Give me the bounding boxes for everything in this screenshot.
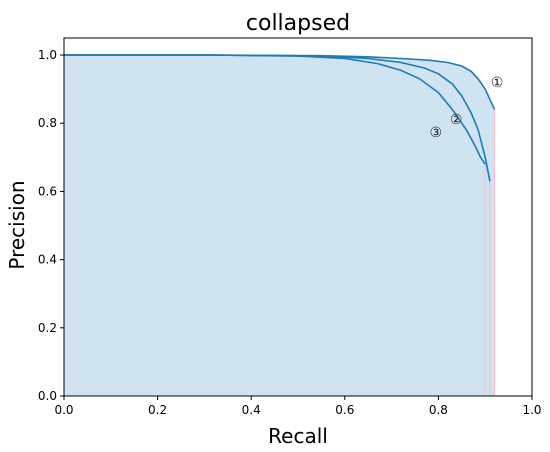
y-tick-label-0: 0.0 [38, 389, 57, 403]
plot-area: ① ②③ 0.0 0.2 0.4 0.6 0.8 1.0 0.0 0.2 0.4 0.6 0.8 1.0 [38, 37, 542, 417]
x-tick-label-2: 0.4 [242, 403, 261, 417]
chart-title: collapsed [246, 11, 350, 36]
series-line-2 [64, 54, 491, 182]
x-axis-label: Recall [268, 424, 328, 448]
pr-area-fill [64, 55, 495, 396]
x-tick-label-1: 0.2 [148, 403, 167, 417]
x-tick-label-4: 0.8 [429, 403, 448, 417]
x-tick-label-0: 0.0 [54, 403, 73, 417]
plot-frame [63, 37, 533, 397]
x-tick-label-3: 0.6 [335, 403, 354, 417]
x-tick-label-5: 1.0 [522, 403, 541, 417]
y-tick-label-4: 0.8 [38, 116, 57, 130]
y-tick-label-1: 0.2 [38, 321, 57, 335]
y-tick-label-2: 0.4 [38, 253, 57, 267]
curve-label-2: ② [450, 112, 463, 128]
curve-label-1: ① [491, 75, 504, 91]
y-tick-label-3: 0.6 [38, 184, 57, 198]
series-line-3 [64, 54, 486, 165]
y-axis-label: Precision [5, 180, 29, 269]
curve-label-3: ③ [430, 125, 443, 141]
y-tick-label-5: 1.0 [38, 48, 57, 62]
